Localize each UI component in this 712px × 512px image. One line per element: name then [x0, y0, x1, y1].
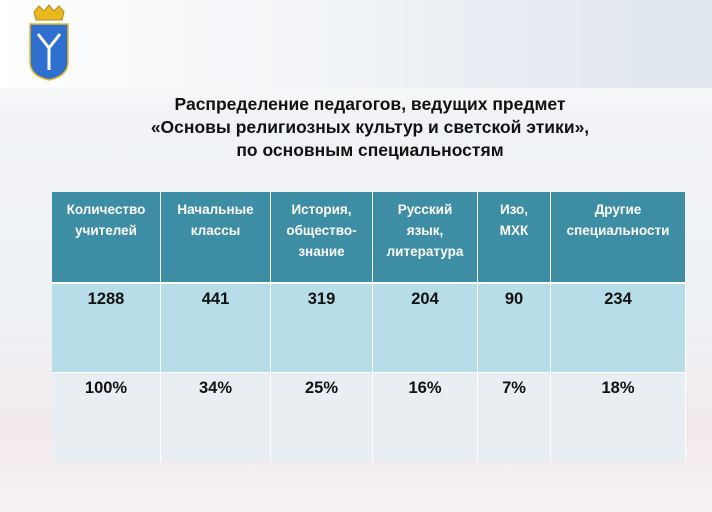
- text-line: История,: [291, 202, 352, 217]
- text-line: МХК: [499, 223, 529, 238]
- text-line: язык,: [406, 223, 444, 238]
- header-cell: Русский язык, литература: [373, 192, 478, 282]
- header-cell: Другие специальности: [551, 192, 686, 282]
- text-line: Количество: [66, 202, 146, 217]
- table-cell: 7%: [478, 372, 551, 462]
- header-cell: История, общество-знание: [271, 192, 373, 282]
- table-cell: 204: [373, 282, 478, 372]
- text-line: Распределение педагогов, ведущих предмет: [174, 94, 566, 114]
- table-cell: 25%: [271, 372, 373, 462]
- table-cell: 441: [161, 282, 271, 372]
- table-cell: 18%: [551, 372, 686, 462]
- text-line: общество-: [286, 223, 357, 238]
- title: Распределение педагогов, ведущих предмет…: [60, 93, 680, 162]
- text-line: классы: [190, 223, 241, 238]
- text-line: знание: [298, 244, 345, 259]
- header-cell: Изо, МХК: [478, 192, 551, 282]
- table-cell: 100%: [52, 372, 161, 462]
- text-line: литература: [386, 244, 464, 259]
- header-cell: Количество учителей: [52, 192, 161, 282]
- text-line: по основным специальностям: [236, 140, 504, 160]
- text-line: специальности: [566, 223, 670, 238]
- text-line: учителей: [75, 223, 137, 238]
- header-cell: Начальные классы: [161, 192, 271, 282]
- table-cell: 234: [551, 282, 686, 372]
- text-line: Русский: [397, 202, 453, 217]
- text-line: «Основы религиозных культур и светской э…: [150, 117, 590, 137]
- table-cell: 1288: [52, 282, 161, 372]
- emblem: [29, 4, 69, 81]
- text-line: Изо,: [499, 202, 529, 217]
- table-cell: 16%: [373, 372, 478, 462]
- table-cell: 90: [478, 282, 551, 372]
- text-line: Начальные: [177, 202, 254, 217]
- header-band: [0, 0, 712, 88]
- table-cell: 319: [271, 282, 373, 372]
- text-line: Другие: [594, 202, 642, 217]
- table-cell: 34%: [161, 372, 271, 462]
